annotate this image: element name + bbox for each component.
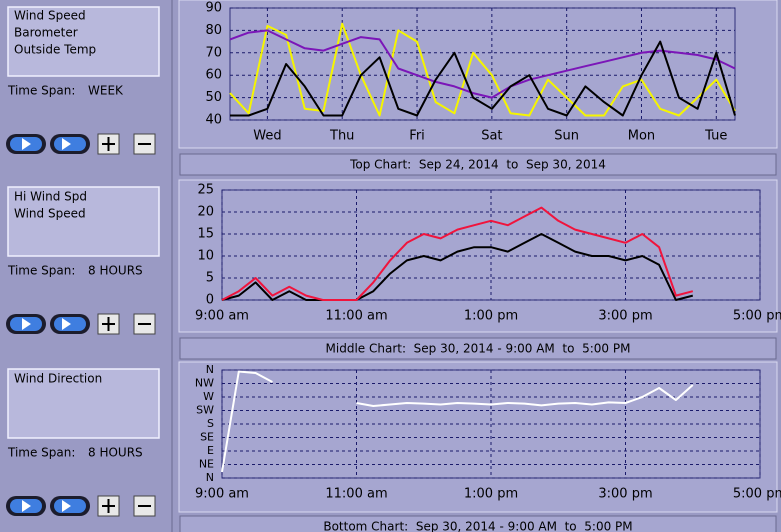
- chart-caption: Top Chart: Sep 24, 2014 to Sep 30, 2014: [349, 158, 606, 172]
- series-list: [7, 186, 160, 257]
- x-tick-label: 9:00 am: [195, 309, 249, 324]
- series-list: [7, 368, 160, 439]
- chart-caption: Bottom Chart: Sep 30, 2014 - 9:00 AM to …: [323, 520, 632, 532]
- y-tick-label: 50: [205, 90, 222, 105]
- back-button-arrow: [22, 318, 31, 330]
- x-tick-label: Sat: [481, 129, 502, 144]
- y-tick-label: N: [206, 471, 214, 484]
- zoom-out-button[interactable]: [133, 133, 156, 155]
- y-tick-label: 60: [205, 68, 222, 83]
- back-button[interactable]: [6, 496, 46, 516]
- time-span-label: Time Span:: [7, 264, 75, 278]
- x-tick-label: Tue: [704, 129, 727, 144]
- series-line: [230, 40, 736, 117]
- time-span-value: WEEK: [88, 84, 124, 98]
- series-list-item[interactable]: Wind Direction: [14, 372, 102, 386]
- x-tick-label: Mon: [628, 129, 655, 144]
- y-tick-label: 5: [206, 271, 214, 286]
- y-tick-label: 40: [205, 113, 222, 128]
- forward-button-arrow: [62, 500, 71, 512]
- series-list-item[interactable]: Wind Speed: [14, 207, 86, 221]
- forward-button[interactable]: [50, 314, 90, 334]
- series-line: [229, 22, 736, 117]
- x-tick-label: 1:00 pm: [464, 487, 518, 502]
- y-tick-label: W: [203, 390, 214, 403]
- x-tick-label: Wed: [253, 129, 281, 144]
- zoom-out-button[interactable]: [133, 495, 156, 517]
- x-tick-label: 5:00 pm: [733, 487, 781, 502]
- series-line: [229, 29, 736, 99]
- zoom-out-button[interactable]: [133, 313, 156, 335]
- time-span-label: Time Span:: [7, 446, 75, 460]
- back-button-arrow: [22, 500, 31, 512]
- y-tick-label: 15: [197, 227, 214, 242]
- y-tick-label: 90: [205, 1, 222, 16]
- series-list-item[interactable]: Hi Wind Spd: [14, 190, 87, 204]
- y-tick-label: E: [207, 444, 214, 457]
- series-list: [7, 6, 160, 77]
- y-tick-label: 20: [197, 205, 214, 220]
- forward-button-arrow: [62, 138, 71, 150]
- x-tick-label: Thu: [329, 129, 354, 144]
- chart-caption: Middle Chart: Sep 30, 2014 - 9:00 AM to …: [326, 342, 631, 356]
- series-line: [221, 233, 694, 301]
- y-tick-label: SW: [196, 404, 214, 417]
- x-tick-label: 1:00 pm: [464, 309, 518, 324]
- x-tick-label: Fri: [409, 129, 425, 144]
- zoom-in-button[interactable]: [97, 133, 120, 155]
- y-tick-label: 10: [197, 249, 214, 264]
- y-tick-label: 70: [205, 45, 222, 60]
- time-span-label: Time Span:: [7, 84, 75, 98]
- chart-panel: [178, 0, 778, 149]
- x-tick-label: 11:00 am: [325, 309, 387, 324]
- back-button[interactable]: [6, 314, 46, 334]
- zoom-in-button[interactable]: [97, 495, 120, 517]
- caption-bar: [179, 337, 777, 360]
- caption-bar: [179, 515, 777, 532]
- x-tick-label: 3:00 pm: [598, 487, 652, 502]
- x-tick-label: 11:00 am: [325, 487, 387, 502]
- x-tick-label: Sun: [554, 129, 579, 144]
- y-tick-label: S: [207, 417, 214, 430]
- series-list-item[interactable]: Wind Speed: [14, 9, 86, 23]
- x-tick-label: 3:00 pm: [598, 309, 652, 324]
- y-tick-label: 25: [197, 183, 214, 198]
- y-tick-label: 0: [206, 293, 214, 308]
- y-tick-label: NE: [199, 458, 214, 471]
- caption-bar: [179, 153, 777, 176]
- series-line: [221, 370, 694, 473]
- x-tick-label: 5:00 pm: [733, 309, 781, 324]
- y-tick-label: NW: [195, 377, 214, 390]
- series-line: [221, 206, 694, 301]
- y-tick-label: N: [206, 363, 214, 376]
- zoom-in-button[interactable]: [97, 313, 120, 335]
- back-button-arrow: [22, 138, 31, 150]
- time-span-value: 8 HOURS: [88, 264, 143, 278]
- back-button[interactable]: [6, 134, 46, 154]
- forward-button-arrow: [62, 318, 71, 330]
- y-tick-label: 80: [205, 23, 222, 38]
- forward-button[interactable]: [50, 134, 90, 154]
- forward-button[interactable]: [50, 496, 90, 516]
- y-tick-label: SE: [200, 431, 214, 444]
- series-list-item[interactable]: Barometer: [14, 26, 78, 40]
- time-span-value: 8 HOURS: [88, 446, 143, 460]
- x-tick-label: 9:00 am: [195, 487, 249, 502]
- series-list-item[interactable]: Outside Temp: [14, 43, 96, 57]
